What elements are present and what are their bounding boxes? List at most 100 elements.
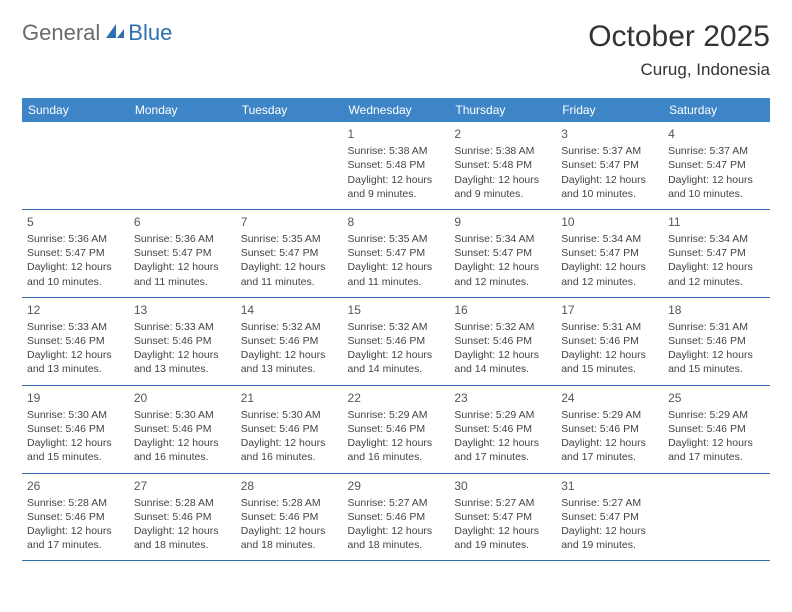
sunset-line: Sunset: 5:46 PM (134, 334, 231, 348)
daylight-line: Daylight: 12 hours and 19 minutes. (454, 524, 551, 552)
sunrise-line: Sunrise: 5:32 AM (241, 320, 338, 334)
weekday-header: Friday (556, 98, 663, 122)
logo: General Blue (22, 20, 172, 46)
daylight-line: Daylight: 12 hours and 13 minutes. (27, 348, 124, 376)
calendar-day-cell: 25Sunrise: 5:29 AMSunset: 5:46 PMDayligh… (663, 385, 770, 473)
sunrise-line: Sunrise: 5:31 AM (561, 320, 658, 334)
sunrise-line: Sunrise: 5:27 AM (348, 496, 445, 510)
calendar-day-cell: 30Sunrise: 5:27 AMSunset: 5:47 PMDayligh… (449, 473, 556, 561)
daylight-line: Daylight: 12 hours and 14 minutes. (348, 348, 445, 376)
calendar-day-cell: 21Sunrise: 5:30 AMSunset: 5:46 PMDayligh… (236, 385, 343, 473)
daylight-line: Daylight: 12 hours and 18 minutes. (134, 524, 231, 552)
day-number: 5 (27, 214, 124, 230)
day-number: 28 (241, 478, 338, 494)
daylight-line: Daylight: 12 hours and 11 minutes. (134, 260, 231, 288)
sunrise-line: Sunrise: 5:28 AM (27, 496, 124, 510)
day-number: 31 (561, 478, 658, 494)
daylight-line: Daylight: 12 hours and 11 minutes. (348, 260, 445, 288)
daylight-line: Daylight: 12 hours and 17 minutes. (454, 436, 551, 464)
daylight-line: Daylight: 12 hours and 15 minutes. (668, 348, 765, 376)
calendar-day-cell: 9Sunrise: 5:34 AMSunset: 5:47 PMDaylight… (449, 209, 556, 297)
daylight-line: Daylight: 12 hours and 15 minutes. (561, 348, 658, 376)
title-block: October 2025 Curug, Indonesia (588, 20, 770, 80)
sunset-line: Sunset: 5:46 PM (454, 334, 551, 348)
header: General Blue October 2025 Curug, Indones… (22, 20, 770, 80)
calendar-day-cell: 31Sunrise: 5:27 AMSunset: 5:47 PMDayligh… (556, 473, 663, 561)
weekday-header: Tuesday (236, 98, 343, 122)
calendar-day-cell: 1Sunrise: 5:38 AMSunset: 5:48 PMDaylight… (343, 122, 450, 209)
sunset-line: Sunset: 5:47 PM (561, 246, 658, 260)
sunset-line: Sunset: 5:47 PM (454, 246, 551, 260)
sunset-line: Sunset: 5:46 PM (134, 510, 231, 524)
sunset-line: Sunset: 5:46 PM (241, 334, 338, 348)
sunrise-line: Sunrise: 5:32 AM (454, 320, 551, 334)
day-number: 26 (27, 478, 124, 494)
sunrise-line: Sunrise: 5:29 AM (454, 408, 551, 422)
sunrise-line: Sunrise: 5:37 AM (668, 144, 765, 158)
sunset-line: Sunset: 5:46 PM (348, 510, 445, 524)
day-number: 3 (561, 126, 658, 142)
calendar-day-cell: 15Sunrise: 5:32 AMSunset: 5:46 PMDayligh… (343, 297, 450, 385)
calendar-day-cell: 17Sunrise: 5:31 AMSunset: 5:46 PMDayligh… (556, 297, 663, 385)
calendar-week-row: 19Sunrise: 5:30 AMSunset: 5:46 PMDayligh… (22, 385, 770, 473)
page-title: October 2025 (588, 20, 770, 54)
sunset-line: Sunset: 5:46 PM (134, 422, 231, 436)
sunset-line: Sunset: 5:47 PM (561, 158, 658, 172)
calendar-day-cell (236, 122, 343, 209)
daylight-line: Daylight: 12 hours and 17 minutes. (27, 524, 124, 552)
sunrise-line: Sunrise: 5:37 AM (561, 144, 658, 158)
location: Curug, Indonesia (588, 60, 770, 80)
calendar-day-cell: 24Sunrise: 5:29 AMSunset: 5:46 PMDayligh… (556, 385, 663, 473)
calendar-day-cell: 14Sunrise: 5:32 AMSunset: 5:46 PMDayligh… (236, 297, 343, 385)
sunrise-line: Sunrise: 5:33 AM (134, 320, 231, 334)
sunset-line: Sunset: 5:46 PM (668, 334, 765, 348)
sunset-line: Sunset: 5:48 PM (454, 158, 551, 172)
calendar-day-cell: 27Sunrise: 5:28 AMSunset: 5:46 PMDayligh… (129, 473, 236, 561)
day-number: 10 (561, 214, 658, 230)
calendar-table: SundayMondayTuesdayWednesdayThursdayFrid… (22, 98, 770, 561)
daylight-line: Daylight: 12 hours and 9 minutes. (454, 173, 551, 201)
calendar-day-cell: 5Sunrise: 5:36 AMSunset: 5:47 PMDaylight… (22, 209, 129, 297)
daylight-line: Daylight: 12 hours and 11 minutes. (241, 260, 338, 288)
sunrise-line: Sunrise: 5:31 AM (668, 320, 765, 334)
day-number: 13 (134, 302, 231, 318)
daylight-line: Daylight: 12 hours and 10 minutes. (561, 173, 658, 201)
weekday-header: Saturday (663, 98, 770, 122)
daylight-line: Daylight: 12 hours and 12 minutes. (454, 260, 551, 288)
sunrise-line: Sunrise: 5:32 AM (348, 320, 445, 334)
sunset-line: Sunset: 5:46 PM (668, 422, 765, 436)
day-number: 21 (241, 390, 338, 406)
sunset-line: Sunset: 5:46 PM (241, 510, 338, 524)
calendar-day-cell: 10Sunrise: 5:34 AMSunset: 5:47 PMDayligh… (556, 209, 663, 297)
sunrise-line: Sunrise: 5:34 AM (561, 232, 658, 246)
day-number: 16 (454, 302, 551, 318)
day-number: 4 (668, 126, 765, 142)
sunrise-line: Sunrise: 5:29 AM (348, 408, 445, 422)
calendar-day-cell: 2Sunrise: 5:38 AMSunset: 5:48 PMDaylight… (449, 122, 556, 209)
weekday-header: Sunday (22, 98, 129, 122)
day-number: 12 (27, 302, 124, 318)
sunset-line: Sunset: 5:46 PM (561, 422, 658, 436)
sunrise-line: Sunrise: 5:33 AM (27, 320, 124, 334)
sunset-line: Sunset: 5:46 PM (241, 422, 338, 436)
calendar-day-cell: 20Sunrise: 5:30 AMSunset: 5:46 PMDayligh… (129, 385, 236, 473)
calendar-day-cell: 28Sunrise: 5:28 AMSunset: 5:46 PMDayligh… (236, 473, 343, 561)
weekday-header: Wednesday (343, 98, 450, 122)
sunset-line: Sunset: 5:46 PM (27, 334, 124, 348)
day-number: 17 (561, 302, 658, 318)
day-number: 6 (134, 214, 231, 230)
calendar-day-cell: 11Sunrise: 5:34 AMSunset: 5:47 PMDayligh… (663, 209, 770, 297)
day-number: 8 (348, 214, 445, 230)
day-number: 24 (561, 390, 658, 406)
weekday-header: Monday (129, 98, 236, 122)
calendar-day-cell: 4Sunrise: 5:37 AMSunset: 5:47 PMDaylight… (663, 122, 770, 209)
calendar-week-row: 12Sunrise: 5:33 AMSunset: 5:46 PMDayligh… (22, 297, 770, 385)
daylight-line: Daylight: 12 hours and 16 minutes. (241, 436, 338, 464)
sunrise-line: Sunrise: 5:38 AM (348, 144, 445, 158)
day-number: 22 (348, 390, 445, 406)
sunset-line: Sunset: 5:47 PM (561, 510, 658, 524)
sunrise-line: Sunrise: 5:28 AM (241, 496, 338, 510)
sunset-line: Sunset: 5:47 PM (241, 246, 338, 260)
calendar-day-cell: 6Sunrise: 5:36 AMSunset: 5:47 PMDaylight… (129, 209, 236, 297)
sunrise-line: Sunrise: 5:29 AM (561, 408, 658, 422)
